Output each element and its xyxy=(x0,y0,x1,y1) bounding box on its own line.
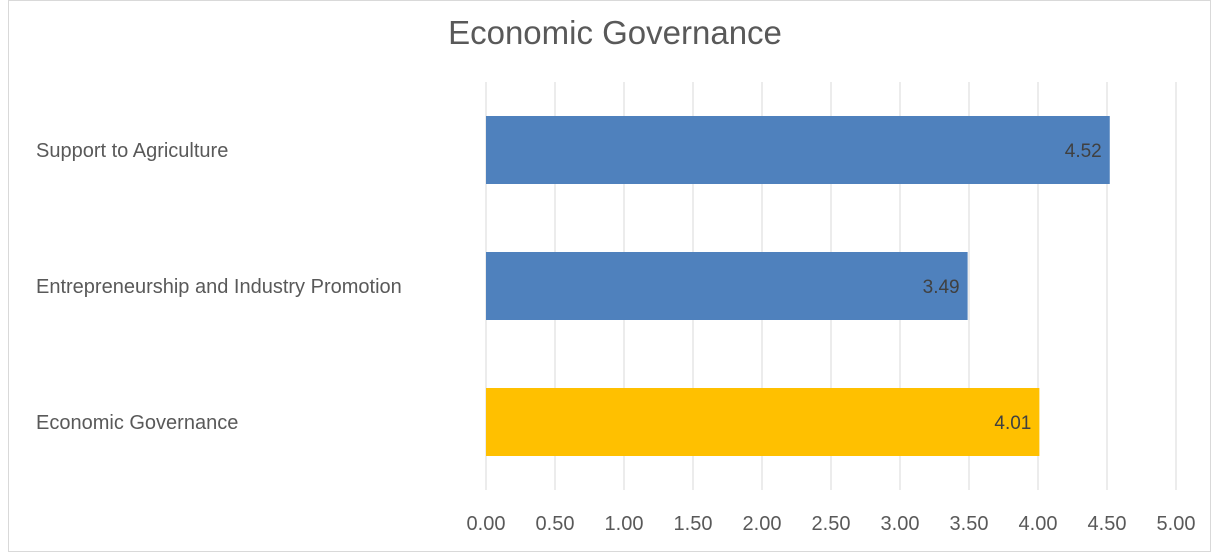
x-tick-label: 0.00 xyxy=(467,513,506,535)
chart-title: Economic Governance xyxy=(448,14,782,51)
bar xyxy=(486,388,1040,456)
x-tick-label: 3.00 xyxy=(881,513,920,535)
bar xyxy=(486,116,1110,184)
data-label: 4.01 xyxy=(994,413,1031,434)
category-label: Support to Agriculture xyxy=(36,140,228,162)
data-label: 3.49 xyxy=(923,277,960,298)
category-label: Entrepreneurship and Industry Promotion xyxy=(36,276,402,298)
x-tick-label: 0.50 xyxy=(536,513,575,535)
x-tick-label: 3.50 xyxy=(950,513,989,535)
x-tick-label: 1.50 xyxy=(674,513,713,535)
x-tick-label: 4.00 xyxy=(1019,513,1058,535)
data-label: 4.52 xyxy=(1065,141,1102,162)
x-tick-label: 4.50 xyxy=(1088,513,1127,535)
category-label: Economic Governance xyxy=(36,412,238,434)
bar xyxy=(486,252,968,320)
x-tick-label: 2.00 xyxy=(743,513,782,535)
x-tick-label: 5.00 xyxy=(1157,513,1196,535)
x-tick-label: 2.50 xyxy=(812,513,851,535)
x-tick-label: 1.00 xyxy=(605,513,644,535)
